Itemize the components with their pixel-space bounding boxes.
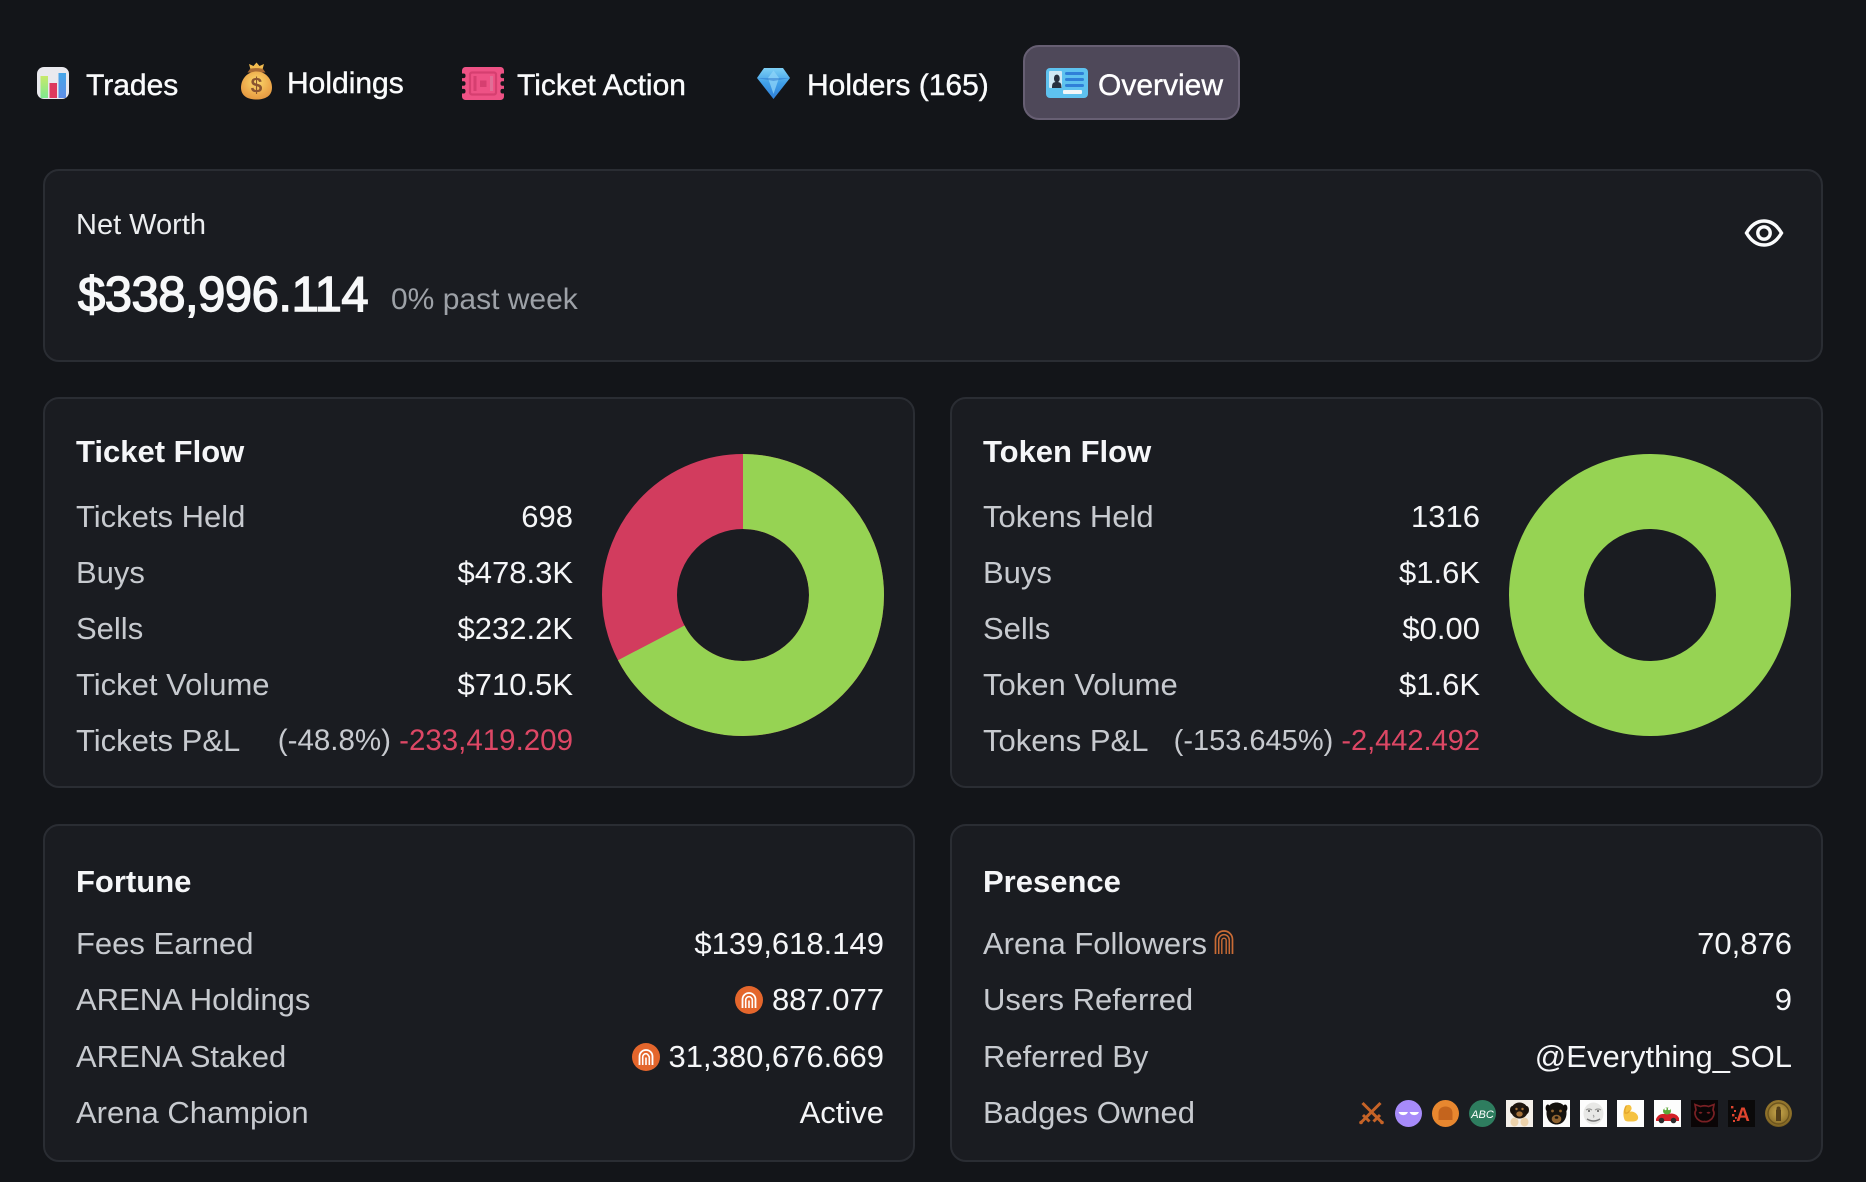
svg-text:ABC: ABC [1470,1109,1494,1121]
svg-text:$: $ [251,75,263,98]
svg-text:A: A [1736,1105,1750,1126]
